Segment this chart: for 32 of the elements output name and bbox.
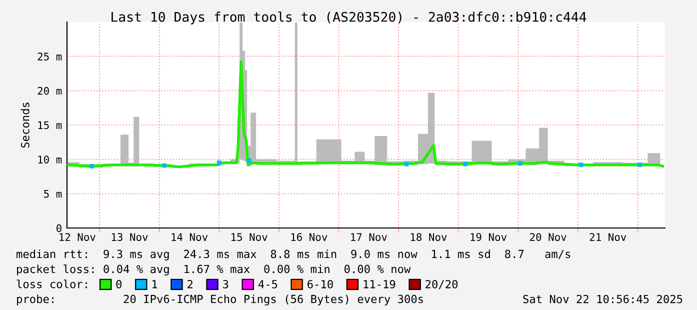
legend-label: 1 <box>152 280 158 288</box>
legend-title: loss color: <box>16 280 87 288</box>
text: probe: 20 IPv6-ICMP Echo Pings (56 Bytes) every 300s <box>17 294 423 306</box>
x-tick-label: 15 Nov <box>231 233 268 241</box>
x-tick-label: 19 Nov <box>470 233 507 241</box>
y-tick-label: 20 m <box>38 86 62 95</box>
x-tick-label: 18 Nov <box>410 233 447 241</box>
x-tick-label: 13 Nov <box>112 233 148 241</box>
legend-label: 4-5 <box>258 280 278 288</box>
x-tick-label: 12 Nov <box>60 233 96 241</box>
text: median rtt: 9.3 ms avg 24.3 ms max 8.8 ms min 9.0 ms now 1.1 ms sd 8.7 am/s <box>16 250 570 260</box>
text: Sat Nov 22 10:56:45 2025 <box>523 294 682 304</box>
legend-label: 0 <box>116 280 122 288</box>
y-tick-label: 5 m <box>44 190 62 198</box>
legend-label: 6-10 <box>308 280 333 288</box>
x-tick-label: 20 Nov <box>530 233 566 241</box>
x-tick-label: 21 Nov <box>590 233 626 241</box>
y-tick-label: 15 m <box>38 121 62 130</box>
legend-label: 20/20 <box>426 280 458 290</box>
x-tick-label: 14 Nov <box>172 233 208 241</box>
x-tick-label: 16 Nov <box>291 233 328 241</box>
text: packet loss: 0.04 % avg 1.67 % max 0.00 % min 0.00 % now <box>17 264 411 276</box>
y-tick-label: 25 m <box>38 52 62 60</box>
y-tick-label: 10 m <box>38 156 62 164</box>
chart-title: Last 10 Days from tools to (AS203520) - 2a03:dfc0::b910:c444 <box>112 12 586 24</box>
x-tick-label: 17 Nov <box>351 233 387 241</box>
y-axis-title: Seconds <box>20 102 30 148</box>
y-tick-label: 0 <box>56 224 62 232</box>
line-series <box>67 60 664 168</box>
legend-label: 11-19 <box>364 280 396 288</box>
legend-label: 2 <box>188 280 192 288</box>
legend-label: 3 <box>223 280 228 288</box>
